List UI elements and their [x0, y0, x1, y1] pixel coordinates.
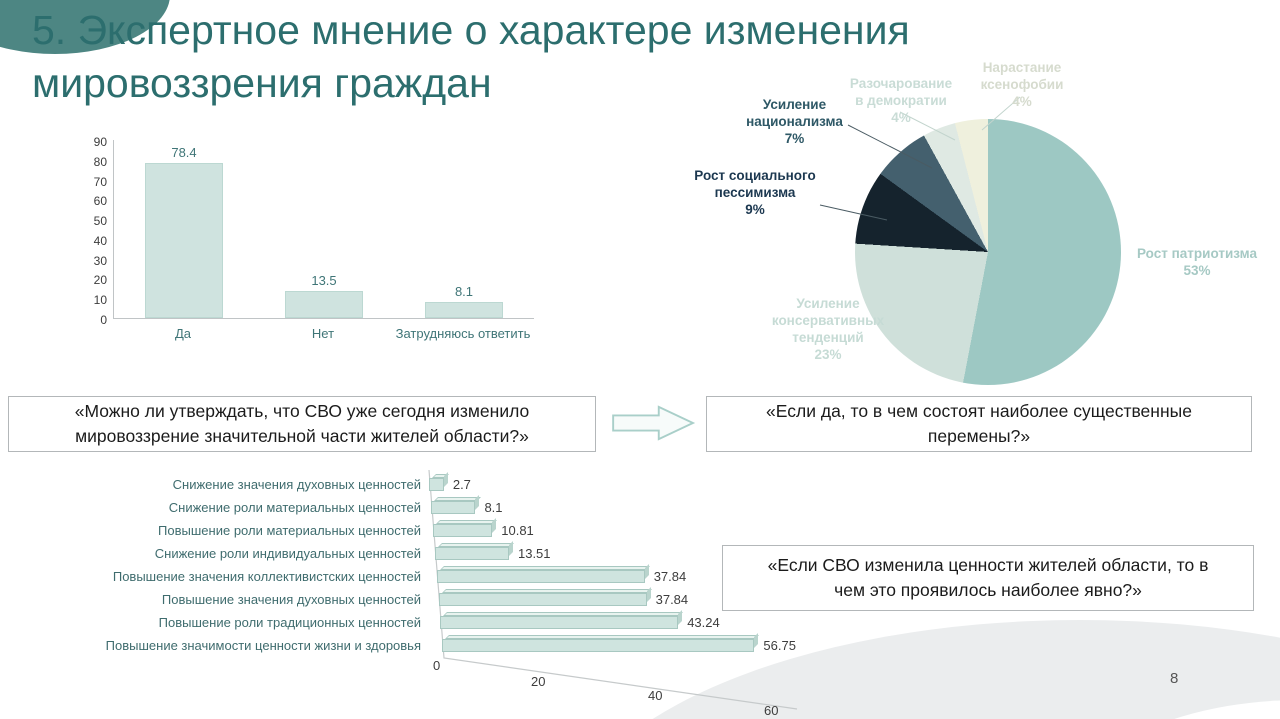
- pie-label-text: Усиление консервативных тенденций: [771, 296, 885, 345]
- pie-label-xenophobia: Нарастание ксенофобии 4%: [972, 60, 1072, 111]
- hbar-category-label: Снижение значения духовных ценностей: [172, 477, 421, 492]
- vbar-plot: 78.4 13.5 8.1: [113, 140, 534, 319]
- question-box-3: «Если СВО изменила ценности жителей обла…: [722, 545, 1254, 611]
- bar-column: 8.1: [395, 284, 534, 318]
- bar-value-label: 8.1: [454, 283, 474, 299]
- pie-circle: [855, 119, 1121, 385]
- hbar-row: Снижение роли индивидуальных ценностей 13…: [55, 542, 815, 565]
- yes-no-bar-chart: 0 10 20 30 40 50 60 70 80 90 78.4 13.5 8.1 Да Нет Зат…: [85, 135, 540, 378]
- bar-value-label: 78.4: [171, 144, 197, 160]
- hbar-value-label: 56.75: [763, 638, 796, 653]
- vbar-categories: Да Нет Затрудняюсь ответить: [113, 326, 533, 342]
- pie-label-text: Рост патриотизма: [1137, 246, 1257, 261]
- pie-label-text: Рост социального пессимизма: [694, 168, 816, 200]
- bar-category-label: Нет: [311, 326, 335, 341]
- pie-label-text: Нарастание ксенофобии: [980, 60, 1064, 92]
- y-tick-label: 80: [93, 154, 107, 169]
- y-tick-label: 40: [93, 233, 107, 248]
- hbar-category-label: Повышение значения духовных ценностей: [161, 592, 421, 607]
- bar: [425, 301, 503, 318]
- question-box-2: «Если да, то в чем состоят наиболее суще…: [706, 396, 1252, 452]
- hbar-row: Повышение значения духовных ценностей 37.…: [55, 588, 815, 611]
- hbar-value-label: 37.84: [653, 569, 687, 584]
- arrow-right-icon: [612, 405, 696, 441]
- pie-leader-lines: [819, 96, 1021, 221]
- x-tick-label: 40: [648, 688, 663, 703]
- vbar-y-axis: 0 10 20 30 40 50 60 70 80 90: [85, 135, 109, 327]
- bar: [285, 291, 363, 318]
- hbar-row: Снижение роли материальных ценностей 8.1: [55, 496, 815, 519]
- pie-label-patriotism: Рост патриотизма 53%: [1122, 246, 1272, 280]
- x-tick-label: 0: [433, 658, 441, 673]
- y-tick-label: 10: [93, 293, 107, 308]
- hbar-category-label: Снижение роли материальных ценностей: [168, 500, 421, 515]
- hbar-value-label: 43.24: [687, 615, 720, 630]
- bar-column: 13.5: [255, 273, 394, 318]
- hbar-value-label: 37.84: [655, 592, 689, 607]
- hbar-bar: [440, 616, 679, 629]
- hbar-category-label: Снижение роли индивидуальных ценностей: [154, 546, 421, 561]
- y-tick-label: 70: [93, 174, 107, 189]
- pie-label-pct: 23%: [814, 346, 842, 362]
- values-bar-chart: Снижение значения духовных ценностей 2.7 С…: [55, 468, 815, 719]
- bar-column: 78.4: [115, 145, 254, 318]
- changes-pie-chart: Рост патриотизма 53% Усиление консервати…: [680, 58, 1260, 398]
- hbar-value-label: 8.1: [484, 500, 503, 515]
- pie-label-pct: 53%: [1183, 262, 1211, 278]
- pie-label-text: Разочарование в демократии: [849, 76, 953, 108]
- bar-category-label: Затрудняюсь ответить: [395, 326, 531, 341]
- x-tick-label: 20: [531, 674, 546, 689]
- hbar-value-label: 2.7: [452, 477, 471, 492]
- hbar-row: Повышение значимости ценности жизни и зд…: [55, 634, 815, 657]
- hbar-bar: [429, 478, 444, 491]
- hbar-bar: [436, 570, 645, 583]
- pie-label-democracy: Разочарование в демократии 4%: [845, 76, 957, 127]
- y-tick-label: 20: [93, 273, 107, 288]
- hbar-category-label: Повышение значения коллективистских ценн…: [112, 569, 421, 584]
- hbar-bar: [434, 547, 509, 560]
- hbar-row: Повышение значения коллективистских ценн…: [55, 565, 815, 588]
- y-tick-label: 0: [100, 313, 107, 327]
- hbar-row: Повышение роли материальных ценностей 10.…: [55, 519, 815, 542]
- hbar-bar: [438, 593, 647, 606]
- slide-title: 5. Экспертное мнение о характере изменен…: [32, 7, 910, 107]
- hbar-value-label: 10.81: [501, 523, 534, 538]
- hbar-category-label: Повышение роли материальных ценностей: [158, 523, 421, 538]
- pie-label-pct: 7%: [784, 130, 805, 146]
- bar-value-label: 13.5: [311, 273, 337, 289]
- hbar-value-label: 13.51: [517, 546, 551, 561]
- x-tick-label: 60: [764, 703, 779, 718]
- hbar-row: Снижение значения духовных ценностей 2.7: [55, 473, 815, 496]
- y-tick-label: 90: [93, 135, 107, 149]
- hbar-bar: [442, 639, 755, 652]
- pie-label-pessimism: Рост социального пессимизма 9%: [690, 168, 820, 219]
- y-tick-label: 30: [93, 253, 107, 268]
- page-number: 8: [1170, 670, 1179, 687]
- pie-label-conservative: Усиление консервативных тенденций 23%: [763, 296, 893, 364]
- hbar-bar: [430, 501, 476, 514]
- hbar-category-label: Повышение значимости ценности жизни и зд…: [105, 638, 421, 653]
- y-tick-label: 60: [93, 194, 107, 209]
- pie-label-pct: 9%: [745, 201, 765, 217]
- hbar-row: Повышение роли традиционных ценностей 43.…: [55, 611, 815, 634]
- pie-label-text: Усиление национализма: [746, 97, 843, 129]
- hbar-category-label: Повышение роли традиционных ценностей: [158, 615, 421, 630]
- pie-label-nationalism: Усиление национализма 7%: [737, 97, 852, 148]
- question-box-1: «Можно ли утверждать, что СВО уже сегодн…: [8, 396, 596, 452]
- bar: [145, 162, 223, 318]
- hbar-bar: [432, 524, 493, 537]
- pie-label-pct: 4%: [1012, 93, 1032, 109]
- bar-category-label: Да: [174, 326, 192, 341]
- pie-label-pct: 4%: [891, 109, 911, 125]
- y-tick-label: 50: [93, 214, 107, 229]
